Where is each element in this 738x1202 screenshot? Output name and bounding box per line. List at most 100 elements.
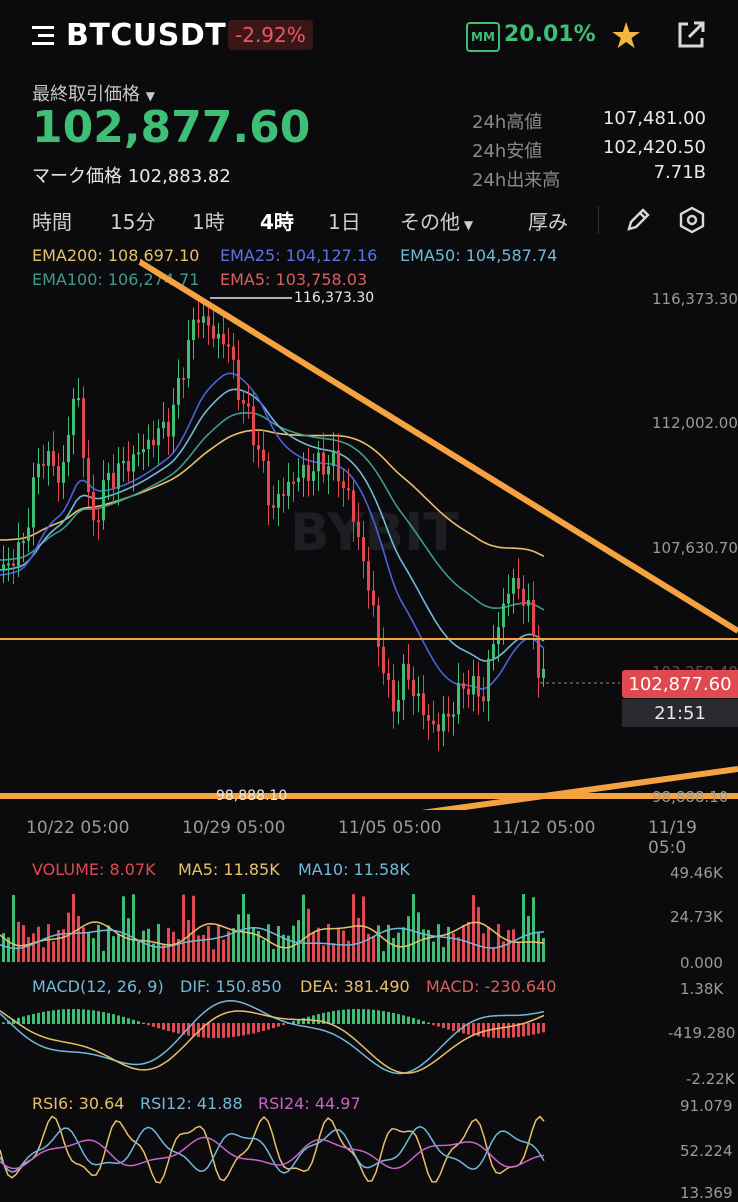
candlestick bbox=[37, 448, 40, 495]
tab-1d[interactable]: 1日 bbox=[328, 210, 361, 234]
candlestick bbox=[72, 387, 75, 455]
volume-bar bbox=[457, 937, 460, 962]
macd-bar bbox=[62, 1009, 65, 1024]
volume-bar bbox=[72, 894, 75, 962]
candlestick bbox=[152, 420, 155, 458]
candlestick bbox=[257, 430, 260, 468]
macd-bar bbox=[402, 1015, 405, 1024]
last-price-label[interactable]: 最終取引価格 ▼ bbox=[32, 84, 155, 105]
macd-bar bbox=[447, 1023, 450, 1030]
candlestick bbox=[402, 654, 405, 720]
candlestick bbox=[522, 575, 525, 625]
volume-bar bbox=[257, 931, 260, 962]
candlestick bbox=[127, 441, 130, 483]
candlestick bbox=[207, 304, 210, 345]
macd-bar bbox=[237, 1023, 240, 1037]
macd-bar bbox=[262, 1023, 265, 1031]
macd-bar bbox=[142, 1022, 145, 1024]
volume-bar bbox=[362, 896, 365, 962]
pencil-icon[interactable] bbox=[624, 206, 652, 238]
volume-bar bbox=[177, 938, 180, 962]
volume-bar bbox=[132, 894, 135, 962]
ema25-line bbox=[0, 372, 545, 690]
tab-more[interactable]: その他 ▼ bbox=[400, 210, 474, 234]
candlestick bbox=[372, 570, 375, 617]
ema200-line bbox=[0, 429, 545, 558]
candlestick bbox=[177, 359, 180, 419]
candlestick bbox=[92, 474, 95, 536]
rsi-chart[interactable] bbox=[0, 1105, 545, 1199]
candlestick bbox=[337, 433, 340, 498]
candlestick bbox=[382, 627, 385, 685]
volume-bar bbox=[417, 912, 420, 962]
menu-icon[interactable] bbox=[32, 24, 58, 48]
macd-bar bbox=[422, 1021, 425, 1024]
high-marker-label: 116,373.30 bbox=[294, 290, 375, 306]
macd-value-legend: MACD: -230.640 bbox=[426, 977, 557, 996]
macd-bar bbox=[67, 1009, 70, 1024]
macd-chart[interactable] bbox=[0, 995, 545, 1085]
macd-bar bbox=[187, 1023, 190, 1036]
volume-bar bbox=[442, 947, 445, 962]
macd-bar bbox=[492, 1023, 495, 1038]
volume-bar bbox=[432, 941, 435, 962]
volume-bar bbox=[397, 932, 400, 962]
volume-bar bbox=[122, 896, 125, 962]
favorite-star-icon[interactable]: ★ bbox=[610, 16, 643, 57]
chart-watermark: BYBIT bbox=[290, 503, 459, 563]
tab-4h[interactable]: 4時 bbox=[260, 210, 294, 234]
tab-15m[interactable]: 15分 bbox=[110, 210, 156, 234]
volume-bar bbox=[312, 931, 315, 962]
macd-bar bbox=[227, 1023, 230, 1038]
macd-bar bbox=[177, 1023, 180, 1034]
symbol-title[interactable]: BTCUSDT bbox=[66, 18, 227, 53]
volume-bar bbox=[17, 921, 20, 962]
candlestick bbox=[517, 558, 520, 600]
candlestick bbox=[437, 712, 440, 751]
volume-bar bbox=[142, 930, 145, 962]
share-icon[interactable] bbox=[674, 18, 708, 56]
tab-depth[interactable]: 厚み bbox=[528, 210, 568, 234]
descending-trendline[interactable] bbox=[138, 259, 738, 634]
rsi12-legend: RSI12: 41.88 bbox=[140, 1094, 243, 1113]
macd-dif-legend: DIF: 150.850 bbox=[180, 977, 282, 996]
volume-bar bbox=[522, 894, 525, 962]
candlestick bbox=[447, 696, 450, 733]
macd-bar bbox=[157, 1023, 160, 1029]
candlestick bbox=[252, 390, 255, 463]
candlestick bbox=[467, 670, 470, 709]
macd-bar bbox=[2, 1022, 5, 1024]
macd-bar bbox=[82, 1009, 85, 1024]
y-tick: 107,630.70 bbox=[652, 539, 738, 557]
candlestick bbox=[77, 378, 80, 408]
volume-bar bbox=[277, 926, 280, 962]
ema5-legend: EMA5: 103,758.03 bbox=[220, 270, 368, 289]
y-tick: 116,373.30 bbox=[652, 290, 738, 308]
macd-bar bbox=[267, 1023, 270, 1030]
candlestick bbox=[342, 468, 345, 508]
macd-bar bbox=[427, 1022, 430, 1024]
ascending-trendline[interactable] bbox=[400, 766, 738, 810]
mm-value[interactable]: 20.01% bbox=[504, 22, 596, 47]
volume-bar bbox=[67, 912, 70, 962]
volume-bar bbox=[347, 940, 350, 962]
price-chart[interactable]: BYBIT bbox=[0, 250, 738, 810]
tab-time[interactable]: 時間 bbox=[32, 210, 72, 234]
macd-bar bbox=[397, 1014, 400, 1024]
volume-chart[interactable] bbox=[0, 880, 545, 964]
volume-bar bbox=[402, 927, 405, 962]
volume-legend: VOLUME: 8.07K bbox=[32, 860, 156, 879]
tab-1h[interactable]: 1時 bbox=[192, 210, 225, 234]
macd-bar bbox=[517, 1023, 520, 1038]
candlestick bbox=[182, 367, 185, 399]
macd-bar bbox=[377, 1010, 380, 1024]
macd-bar bbox=[22, 1016, 25, 1024]
macd-bar bbox=[112, 1014, 115, 1024]
settings-hex-icon[interactable] bbox=[678, 206, 706, 238]
candlestick bbox=[502, 588, 505, 645]
mm-icon: MM bbox=[466, 22, 500, 52]
volume-bar bbox=[137, 940, 140, 962]
volume-bar bbox=[172, 931, 175, 962]
macd-bar bbox=[57, 1009, 60, 1024]
volume-bar bbox=[477, 907, 480, 962]
